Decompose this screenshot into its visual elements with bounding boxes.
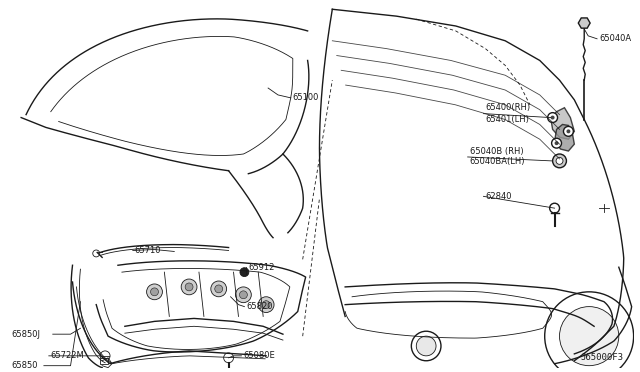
Text: 65040B (RH): 65040B (RH) <box>470 147 524 155</box>
Text: 62840: 62840 <box>485 192 512 201</box>
Circle shape <box>185 283 193 291</box>
Text: 65401(LH): 65401(LH) <box>485 115 529 124</box>
Text: 65710: 65710 <box>135 246 161 255</box>
Circle shape <box>555 141 559 145</box>
Text: 65400(RH): 65400(RH) <box>485 103 531 112</box>
Text: 65912: 65912 <box>248 263 275 272</box>
Circle shape <box>416 336 436 356</box>
Circle shape <box>147 284 163 300</box>
FancyBboxPatch shape <box>100 358 108 364</box>
Circle shape <box>566 129 570 133</box>
Circle shape <box>223 353 234 363</box>
Circle shape <box>240 268 249 276</box>
Circle shape <box>215 285 223 293</box>
Circle shape <box>548 113 557 122</box>
Circle shape <box>239 291 248 299</box>
Circle shape <box>552 154 566 168</box>
Circle shape <box>556 157 563 164</box>
Circle shape <box>262 301 270 309</box>
Polygon shape <box>550 108 574 139</box>
Text: 65100: 65100 <box>293 93 319 102</box>
Circle shape <box>258 297 274 312</box>
Circle shape <box>93 250 100 257</box>
Circle shape <box>559 307 619 366</box>
Text: 65080E: 65080E <box>243 351 275 360</box>
Circle shape <box>412 331 441 361</box>
Text: J65000F3: J65000F3 <box>580 353 624 362</box>
Polygon shape <box>579 18 590 28</box>
Circle shape <box>150 288 159 296</box>
Polygon shape <box>555 125 574 151</box>
Circle shape <box>236 287 252 303</box>
Text: 65850J: 65850J <box>12 330 40 339</box>
Circle shape <box>550 116 555 119</box>
Circle shape <box>552 138 561 148</box>
Circle shape <box>100 351 110 361</box>
Circle shape <box>545 292 634 372</box>
Text: 65820: 65820 <box>246 302 273 311</box>
Text: 65040A: 65040A <box>599 34 631 43</box>
Circle shape <box>563 126 573 136</box>
Text: 65722M: 65722M <box>51 351 84 360</box>
Text: 65850: 65850 <box>12 361 38 370</box>
Circle shape <box>550 203 559 213</box>
Circle shape <box>211 281 227 297</box>
Circle shape <box>181 279 197 295</box>
Text: 65040BA(LH): 65040BA(LH) <box>470 157 525 166</box>
